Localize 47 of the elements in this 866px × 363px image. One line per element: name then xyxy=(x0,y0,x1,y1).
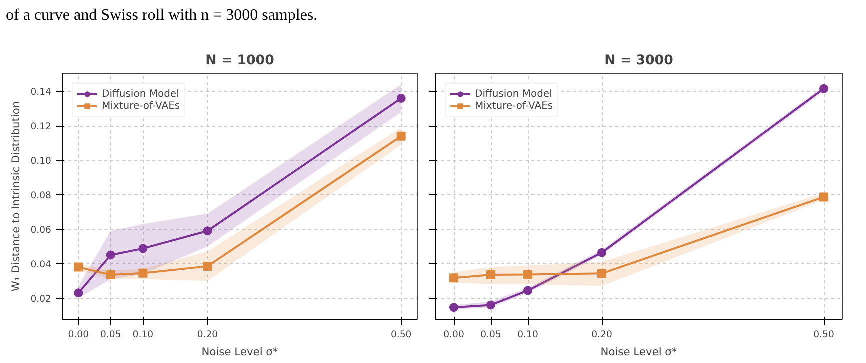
point xyxy=(450,303,458,312)
point xyxy=(106,250,116,260)
x-tick-label: 0.05 xyxy=(480,330,502,340)
point xyxy=(820,84,828,94)
point xyxy=(598,269,606,278)
legend-label: Mixture-of-VAEs xyxy=(102,100,180,112)
point xyxy=(106,270,116,280)
x-axis-title: Noise Level σ* xyxy=(202,346,279,358)
point xyxy=(138,244,148,254)
x-tick-label: 0.50 xyxy=(814,330,834,340)
y-tick-label: 0.02 xyxy=(30,294,52,305)
point xyxy=(486,270,496,280)
point xyxy=(524,270,532,280)
point xyxy=(74,288,84,298)
y-axis-title: W₁ Distance to Intrinsic Distribution xyxy=(10,101,23,292)
point xyxy=(820,192,828,202)
x-tick-label: 0.50 xyxy=(390,330,412,340)
x-tick-label: 0.10 xyxy=(132,330,154,340)
point xyxy=(74,262,84,272)
y-tick-label: 0.06 xyxy=(30,224,52,236)
point xyxy=(203,262,212,271)
x-tick-label: 0.00 xyxy=(68,330,90,340)
chart-title: N = 3000 xyxy=(604,54,674,68)
y-tick-label: 0.10 xyxy=(30,156,52,167)
point xyxy=(486,300,496,310)
y-tick-label: 0.12 xyxy=(30,122,52,133)
y-tick-label: 0.04 xyxy=(30,259,52,270)
point xyxy=(396,94,406,103)
point xyxy=(138,268,148,278)
chart-title: N = 1000 xyxy=(206,54,274,68)
point xyxy=(450,274,458,283)
legend-label: Diffusion Model xyxy=(102,88,180,100)
x-tick-label: 0.20 xyxy=(592,330,612,340)
x-tick-label: 0.20 xyxy=(197,330,218,340)
y-tick-label: 0.14 xyxy=(30,87,52,98)
y-tick-label: 0.08 xyxy=(30,190,52,202)
x-tick-label: 0.10 xyxy=(518,330,538,340)
point xyxy=(203,226,212,236)
legend-label: Mixture-of-VAEs xyxy=(475,100,554,112)
point xyxy=(524,286,532,296)
x-tick-label: 0.00 xyxy=(444,330,464,340)
point xyxy=(396,132,406,141)
x-axis-title: Noise Level σ* xyxy=(600,346,678,358)
x-tick-label: 0.05 xyxy=(100,330,122,340)
text: of a curve and Swiss roll with n = 3000 samples. xyxy=(6,6,318,26)
point xyxy=(598,248,606,258)
legend-label: Diffusion Model xyxy=(475,88,552,100)
